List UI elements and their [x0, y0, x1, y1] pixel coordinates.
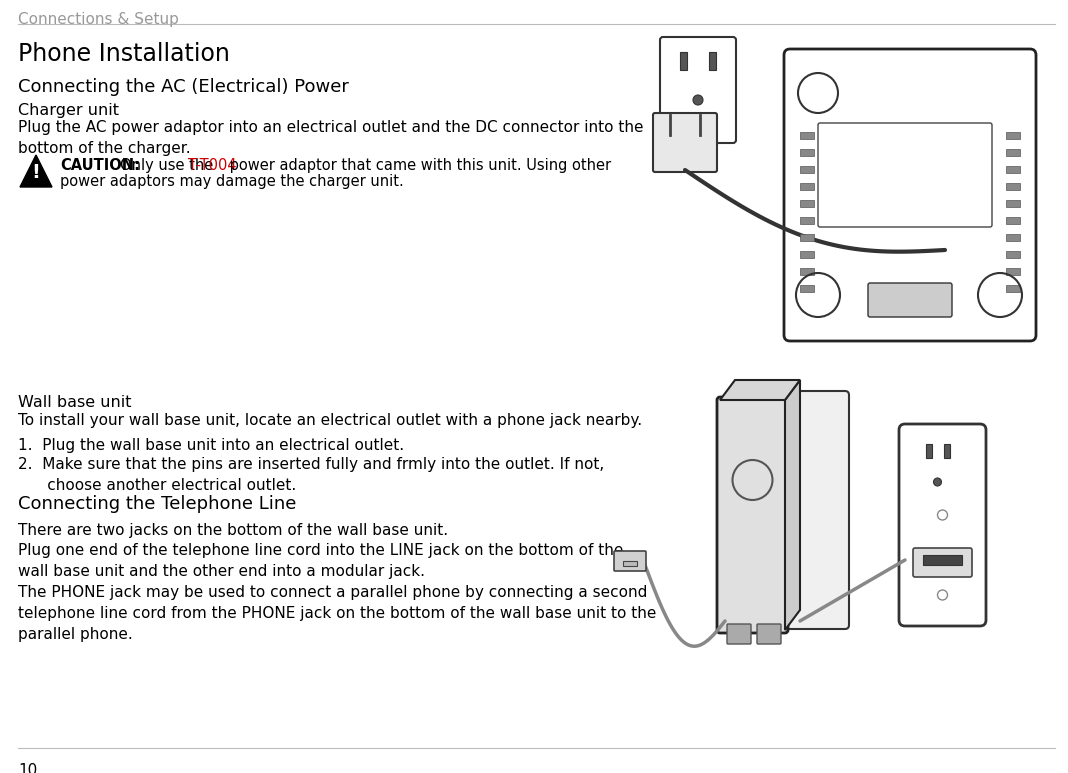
- Bar: [1006, 251, 1020, 258]
- Bar: [1006, 166, 1020, 173]
- Text: Phone Installation: Phone Installation: [18, 42, 230, 66]
- Bar: [943, 444, 949, 458]
- Polygon shape: [20, 155, 52, 187]
- Bar: [923, 555, 962, 565]
- Bar: [800, 268, 814, 275]
- FancyBboxPatch shape: [757, 624, 781, 644]
- Bar: [1006, 200, 1020, 207]
- FancyBboxPatch shape: [614, 551, 646, 571]
- Bar: [800, 166, 814, 173]
- Bar: [800, 285, 814, 292]
- Text: power adaptors may damage the charger unit.: power adaptors may damage the charger un…: [60, 174, 404, 189]
- Text: T-T004: T-T004: [188, 158, 237, 173]
- Circle shape: [693, 95, 703, 105]
- FancyBboxPatch shape: [899, 424, 986, 626]
- Circle shape: [933, 478, 942, 486]
- Text: Connecting the Telephone Line: Connecting the Telephone Line: [18, 495, 297, 513]
- Bar: [1006, 183, 1020, 190]
- Bar: [800, 200, 814, 207]
- Text: Plug one end of the telephone line cord into the LINE jack on the bottom of the
: Plug one end of the telephone line cord …: [18, 543, 624, 579]
- Text: 1.  Plug the wall base unit into an electrical outlet.: 1. Plug the wall base unit into an elect…: [18, 438, 404, 453]
- FancyBboxPatch shape: [653, 113, 717, 172]
- Bar: [926, 444, 931, 458]
- Bar: [1006, 285, 1020, 292]
- FancyBboxPatch shape: [727, 624, 751, 644]
- Bar: [709, 52, 716, 70]
- Bar: [800, 234, 814, 241]
- Bar: [800, 149, 814, 156]
- Bar: [800, 251, 814, 258]
- Text: To install your wall base unit, locate an electrical outlet with a phone jack ne: To install your wall base unit, locate a…: [18, 413, 642, 428]
- Text: Wall base unit: Wall base unit: [18, 395, 131, 410]
- Text: The PHONE jack may be used to connect a parallel phone by connecting a second
te: The PHONE jack may be used to connect a …: [18, 585, 657, 642]
- FancyBboxPatch shape: [784, 49, 1036, 341]
- Text: Charger unit: Charger unit: [18, 103, 119, 118]
- FancyBboxPatch shape: [660, 37, 736, 143]
- Text: 2.  Make sure that the pins are inserted fully and frmly into the outlet. If not: 2. Make sure that the pins are inserted …: [18, 457, 604, 493]
- FancyBboxPatch shape: [868, 283, 952, 317]
- Bar: [623, 561, 637, 566]
- Polygon shape: [720, 380, 800, 400]
- Bar: [1006, 234, 1020, 241]
- Bar: [1006, 132, 1020, 139]
- FancyBboxPatch shape: [818, 123, 992, 227]
- Bar: [680, 52, 687, 70]
- Text: Plug the AC power adaptor into an electrical outlet and the DC connector into th: Plug the AC power adaptor into an electr…: [18, 120, 644, 156]
- Text: power adaptor that came with this unit. Using other: power adaptor that came with this unit. …: [225, 158, 611, 173]
- Bar: [1006, 217, 1020, 224]
- Text: CAUTION:: CAUTION:: [60, 158, 140, 173]
- FancyBboxPatch shape: [717, 397, 788, 633]
- Bar: [1006, 149, 1020, 156]
- Bar: [800, 183, 814, 190]
- Text: !: !: [32, 163, 41, 182]
- FancyBboxPatch shape: [913, 548, 972, 577]
- Text: 10: 10: [18, 763, 37, 773]
- Text: There are two jacks on the bottom of the wall base unit.: There are two jacks on the bottom of the…: [18, 523, 449, 538]
- FancyBboxPatch shape: [786, 391, 849, 629]
- Bar: [800, 132, 814, 139]
- Polygon shape: [785, 380, 800, 630]
- Bar: [1006, 268, 1020, 275]
- Text: Connecting the AC (Electrical) Power: Connecting the AC (Electrical) Power: [18, 78, 349, 96]
- Text: Connections & Setup: Connections & Setup: [18, 12, 178, 27]
- Bar: [800, 217, 814, 224]
- Text: Only use the: Only use the: [120, 158, 218, 173]
